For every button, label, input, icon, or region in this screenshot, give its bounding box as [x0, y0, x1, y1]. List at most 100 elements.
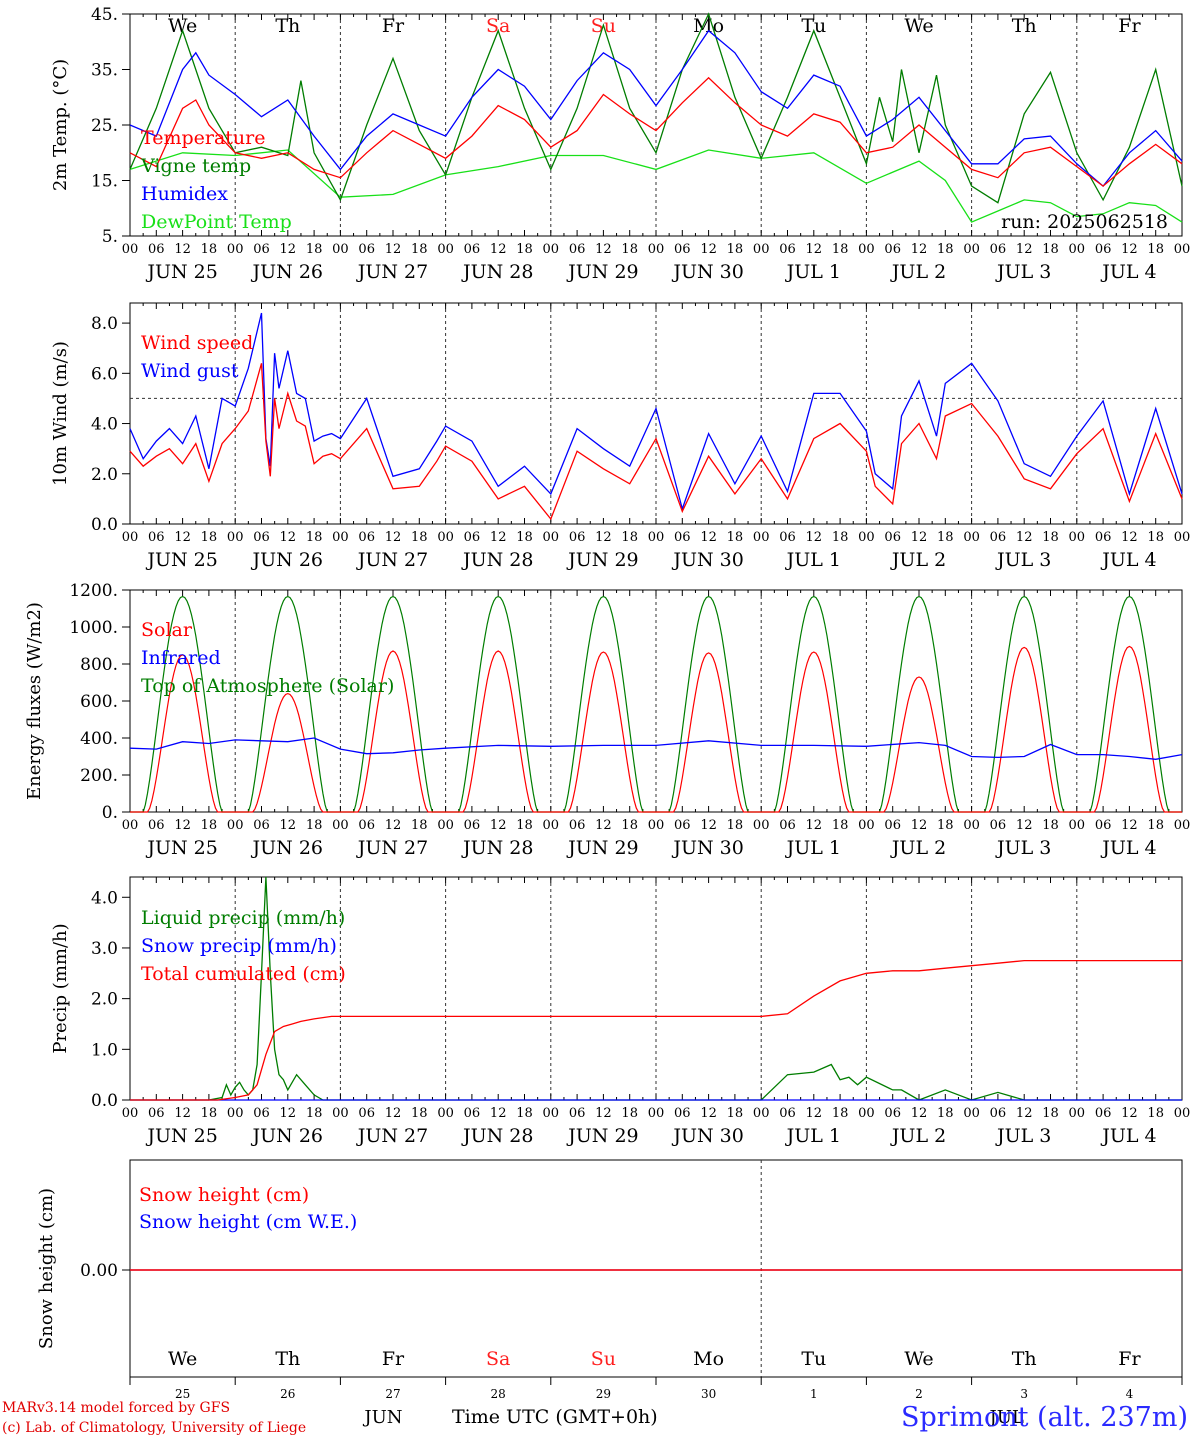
hour-tick-label: 06	[884, 818, 901, 833]
y-axis-label: Precip (mm/h)	[50, 923, 71, 1053]
hour-tick-label: 00	[543, 1106, 560, 1121]
hour-tick-label: 00	[753, 530, 770, 545]
day-number-label: 25	[175, 1387, 190, 1401]
hour-tick-label: 06	[990, 242, 1007, 257]
legend-entry: Snow height (cm W.E.)	[139, 1211, 357, 1233]
hour-tick-label: 18	[832, 530, 849, 545]
weekday-label: Sa	[486, 1348, 510, 1370]
weekday-label: We	[904, 1348, 933, 1370]
legend-entry: Liquid precip (mm/h)	[141, 907, 345, 929]
hour-tick-label: 00	[1069, 1106, 1086, 1121]
day-number-label: 29	[596, 1387, 611, 1401]
hour-tick-label: 06	[148, 242, 165, 257]
legend-entry: Total cumulated (cm)	[141, 963, 346, 985]
hour-tick-label: 00	[437, 1106, 454, 1121]
hour-tick-label: 18	[727, 530, 744, 545]
hour-tick-label: 00	[543, 818, 560, 833]
hour-tick-label: 06	[358, 530, 375, 545]
hour-tick-label: 00	[858, 818, 875, 833]
hour-tick-label: 06	[779, 530, 796, 545]
model-credit: MARv3.14 model forced by GFS	[2, 1400, 231, 1416]
hour-tick-label: 00	[963, 530, 980, 545]
y-tick-label: 2.0	[91, 465, 118, 485]
weekday-label: Mo	[693, 1348, 724, 1370]
hour-tick-label: 06	[990, 818, 1007, 833]
day-number-label: 2	[915, 1387, 923, 1401]
series-line	[129, 737, 1183, 760]
legend-entry: Infrared	[141, 647, 221, 669]
hour-tick-label: 12	[490, 242, 507, 257]
hour-tick-label: 06	[464, 242, 481, 257]
y-tick-label: 1200.	[69, 581, 118, 601]
hour-tick-label: 18	[727, 242, 744, 257]
day-label: JUN 28	[461, 1125, 533, 1147]
x-axis-title: Time UTC (GMT+0h)	[452, 1406, 658, 1428]
hour-tick-label: 00	[963, 242, 980, 257]
hour-tick-label: 06	[779, 818, 796, 833]
legend-entry: Wind gust	[141, 360, 239, 382]
hour-tick-label: 06	[779, 1106, 796, 1121]
hour-tick-label: 06	[358, 242, 375, 257]
day-label: JUL 2	[890, 549, 946, 571]
hour-tick-label: 12	[1121, 818, 1138, 833]
hour-tick-label: 18	[411, 1106, 428, 1121]
legend-entry: Wind speed	[141, 332, 253, 354]
hour-tick-label: 00	[227, 530, 244, 545]
weekday-label: We	[168, 15, 197, 37]
hour-tick-label: 18	[516, 530, 533, 545]
hour-tick-label: 18	[1147, 530, 1164, 545]
hour-tick-label: 18	[516, 242, 533, 257]
hour-tick-label: 12	[1121, 1106, 1138, 1121]
hour-tick-label: 00	[543, 242, 560, 257]
day-label: JUL 3	[995, 1125, 1051, 1147]
day-label: JUL 2	[890, 837, 946, 859]
y-tick-label: 400.	[80, 729, 118, 749]
hour-tick-label: 00	[648, 530, 665, 545]
hour-tick-label: 12	[700, 242, 717, 257]
panel-5: 0.00 Snow height (cm) Snow height (cm) Snow…	[36, 1159, 1183, 1428]
hour-tick-label: 12	[280, 242, 297, 257]
hour-tick-label: 18	[937, 1106, 954, 1121]
month-label: JUN	[362, 1407, 402, 1428]
y-tick-label: 45.	[91, 5, 118, 25]
hour-tick-label: 12	[700, 530, 717, 545]
day-label: JUL 2	[890, 1125, 946, 1147]
panel-4: 00 06 12 18 00 06 12 18 00 06 12 18 00 06 12 18 00 06 12 18…	[50, 876, 1190, 1147]
y-axis-label: Energy fluxes (W/m2)	[24, 602, 45, 800]
hour-tick-label: 12	[595, 242, 612, 257]
hour-tick-label: 18	[621, 818, 638, 833]
y-tick-label: 0.0	[91, 515, 118, 535]
y-tick-label: 2.0	[91, 990, 118, 1010]
hour-tick-label: 06	[674, 530, 691, 545]
hour-tick-label: 06	[569, 1106, 586, 1121]
hour-tick-label: 00	[332, 530, 349, 545]
hour-tick-label: 18	[832, 1106, 849, 1121]
hour-tick-label: 12	[174, 1106, 191, 1121]
legend-entry: Solar	[141, 619, 193, 641]
day-label: JUL 4	[1100, 837, 1156, 859]
y-tick-label: 4.0	[91, 888, 118, 908]
hour-tick-label: 18	[411, 242, 428, 257]
hour-tick-label: 00	[437, 242, 454, 257]
hour-tick-label: 18	[1147, 818, 1164, 833]
day-label: JUN 30	[671, 261, 743, 283]
day-label: JUN 29	[566, 837, 638, 859]
hour-tick-label: 18	[1147, 242, 1164, 257]
weekday-label: Th	[275, 1348, 300, 1370]
hour-tick-label: 00	[1069, 530, 1086, 545]
hour-tick-label: 18	[201, 530, 218, 545]
hour-tick-label: 00	[122, 1106, 139, 1121]
y-tick-label: 0.00	[80, 1261, 118, 1281]
day-label: JUN 30	[671, 837, 743, 859]
hour-tick-label: 12	[1016, 818, 1033, 833]
hour-tick-label: 12	[700, 818, 717, 833]
hour-tick-label: 18	[306, 530, 323, 545]
day-label: JUN 27	[356, 1125, 428, 1147]
series-line	[129, 29, 1183, 188]
hour-tick-label: 18	[937, 242, 954, 257]
legend-entry: DewPoint Temp	[141, 211, 292, 233]
hour-tick-label: 06	[884, 530, 901, 545]
hour-tick-label: 18	[621, 1106, 638, 1121]
weekday-label: Th	[1012, 15, 1037, 37]
hour-tick-label: 12	[806, 818, 823, 833]
